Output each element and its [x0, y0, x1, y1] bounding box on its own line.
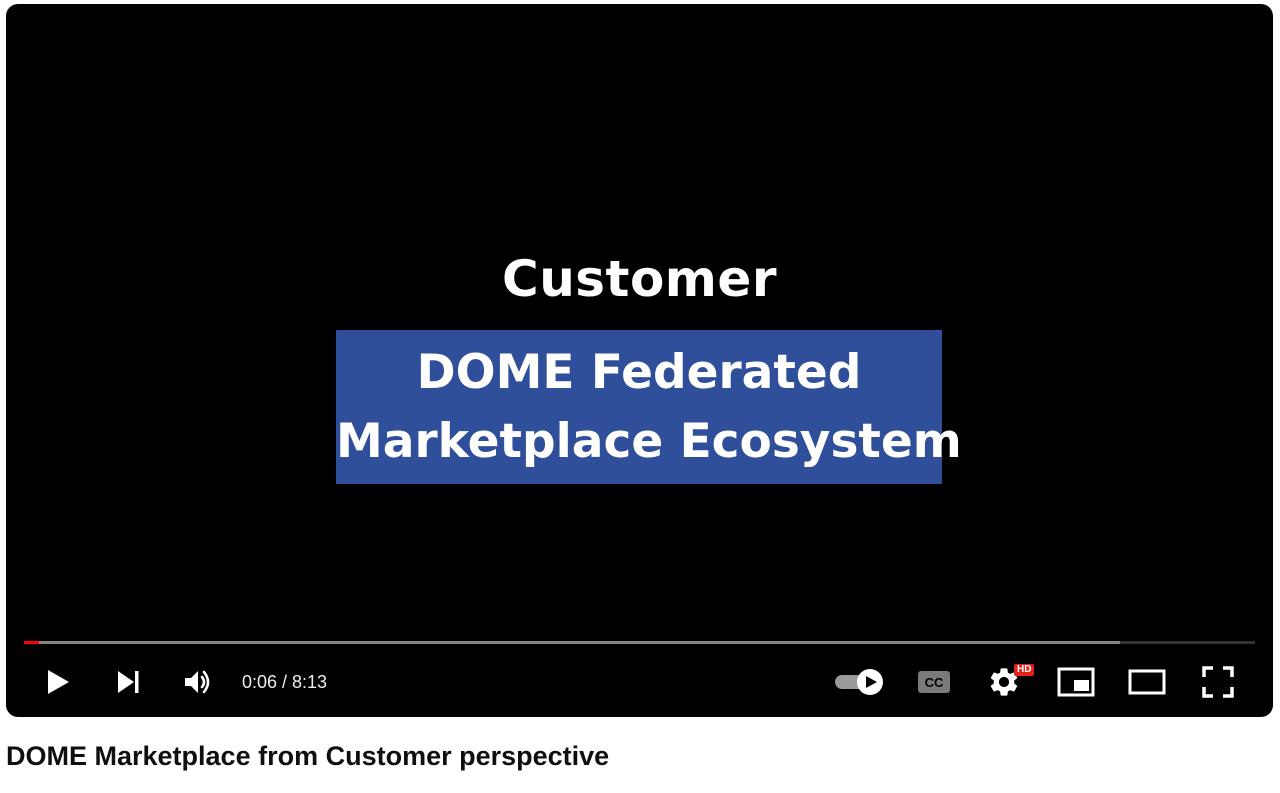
hd-quality-badge: HD — [1014, 664, 1035, 676]
mute-button[interactable] — [176, 652, 220, 712]
gear-icon — [990, 668, 1018, 696]
captions-button[interactable]: CC — [912, 652, 956, 712]
video-title: DOME Marketplace from Customer perspecti… — [6, 741, 610, 771]
miniplayer-icon — [1057, 667, 1095, 697]
miniplayer-button[interactable] — [1054, 652, 1098, 712]
autoplay-toggle[interactable] — [830, 652, 888, 712]
video-player[interactable]: Customer DOME Federated Marketplace Ecos… — [6, 4, 1273, 717]
video-frame-title-line-2: Marketplace Ecosystem — [336, 414, 962, 469]
video-frame-heading: Customer — [502, 250, 777, 308]
play-icon — [48, 670, 69, 694]
progress-played — [24, 641, 40, 644]
settings-button[interactable] — [982, 652, 1026, 712]
volume-icon — [185, 670, 210, 694]
progress-bar[interactable] — [24, 640, 1255, 645]
progress-track — [24, 641, 1255, 644]
theater-mode-icon — [1128, 669, 1166, 695]
fullscreen-button[interactable] — [1196, 652, 1240, 712]
next-button[interactable] — [106, 652, 150, 712]
captions-icon: CC — [918, 671, 950, 693]
autoplay-toggle-icon — [835, 669, 883, 695]
video-frame-title-line-1: DOME Federated — [416, 345, 862, 400]
fullscreen-icon — [1202, 666, 1234, 698]
next-icon — [118, 671, 139, 693]
play-button[interactable] — [36, 652, 80, 712]
time-display: 0:06 / 8:13 — [242, 672, 328, 692]
progress-buffer — [24, 641, 1120, 644]
svg-text:CC: CC — [925, 675, 944, 690]
player-controls: 0:06 / 8:13 CC HD — [6, 652, 1273, 712]
theater-mode-button[interactable] — [1125, 652, 1169, 712]
video-frame-title-box: DOME Federated Marketplace Ecosystem — [336, 330, 962, 484]
